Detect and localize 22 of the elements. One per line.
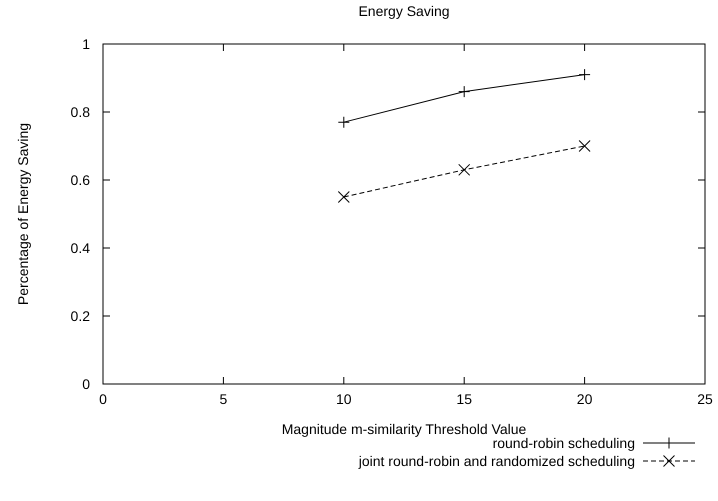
x-tick-label: 10 [336,391,352,407]
chart-title: Energy Saving [358,3,450,19]
point [338,116,350,128]
y-tick-label: 1 [82,36,90,52]
x-tick-label: 25 [697,391,713,407]
point [578,68,591,81]
point [458,164,470,176]
y-tick-label: 0.8 [70,104,90,120]
y-tick-label: 0.4 [70,240,90,256]
x-tick-label: 15 [456,391,472,407]
y-tick-label: 0.6 [70,172,90,188]
y-axis-title: Percentage of Energy Saving [15,122,31,306]
x-tick-label: 0 [99,391,108,407]
x-axis-title: Magnitude m-similarity Threshold Value [282,421,526,437]
x-tick-label: 5 [220,391,228,407]
y-tick-label: 0.2 [70,308,90,324]
y-tick-label: 0 [82,376,90,392]
x-tick-label: 20 [576,391,593,407]
point [338,191,350,203]
point [578,140,591,152]
legend-label: joint round-robin and randomized scheduling [358,453,635,469]
legend-label: round-robin scheduling [492,435,635,451]
